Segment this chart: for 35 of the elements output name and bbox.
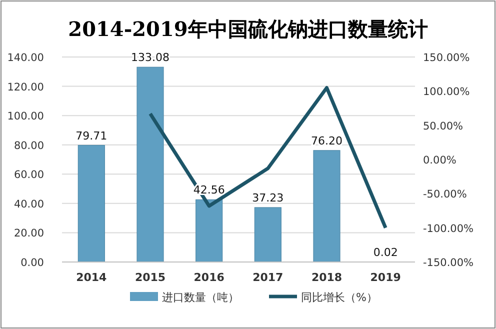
y-tick-label: 60.00 xyxy=(14,169,44,182)
data-label: 0.02 xyxy=(373,246,398,259)
bar xyxy=(196,199,223,262)
bar xyxy=(313,150,340,262)
legend-label: 同比增长（%） xyxy=(301,291,378,304)
x-tick-label: 2018 xyxy=(311,271,342,284)
bar xyxy=(136,66,164,262)
data-label: 37.23 xyxy=(252,191,284,204)
y2-tick-label: -100.00% xyxy=(423,222,474,235)
y2-tick-label: 150.00% xyxy=(423,52,470,64)
y-tick-label: 0.00 xyxy=(20,257,44,269)
y2-tick-label: -50.00% xyxy=(423,188,467,201)
y-tick-label: 140.00 xyxy=(7,52,44,64)
y2-tick-label: 50.00% xyxy=(423,120,464,132)
data-label: 76.20 xyxy=(311,134,342,148)
bar xyxy=(254,207,282,262)
y2-tick-label: -150.00% xyxy=(423,257,474,269)
x-tick-label: 2016 xyxy=(194,271,225,284)
x-tick-label: 2014 xyxy=(76,271,108,284)
data-label: 133.08 xyxy=(131,51,170,64)
data-label: 79.71 xyxy=(76,129,108,142)
y2-tick-label: 0.00% xyxy=(423,154,456,166)
bar xyxy=(78,144,105,262)
y-tick-label: 100.00 xyxy=(7,110,44,123)
chart-title: 2014-2019年中国硫化钠进口数量统计 xyxy=(68,17,428,41)
x-tick-label: 2019 xyxy=(370,271,401,284)
line-series xyxy=(148,86,388,230)
x-tick-label: 2017 xyxy=(252,271,284,284)
y-tick-label: 40.00 xyxy=(14,198,44,210)
y-tick-label: 80.00 xyxy=(14,140,44,152)
legend-label: 进口数量（吨） xyxy=(162,291,239,304)
y-tick-label: 20.00 xyxy=(14,228,44,240)
x-tick-label: 2015 xyxy=(134,271,166,284)
y2-tick-label: 100.00% xyxy=(423,86,470,98)
y-tick-label: 120.00 xyxy=(7,81,44,94)
